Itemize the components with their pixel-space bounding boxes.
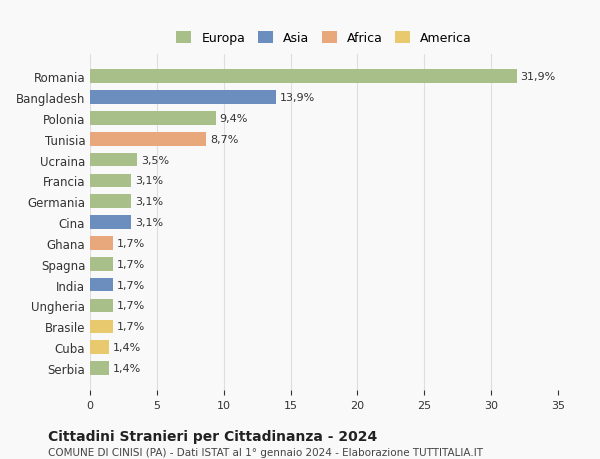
Bar (90, 174, 131, 188)
Text: 3,1%: 3,1% (136, 176, 164, 186)
Text: 1,7%: 1,7% (117, 259, 145, 269)
Text: 3,5%: 3,5% (141, 155, 169, 165)
Text: Cittadini Stranieri per Cittadinanza - 2024: Cittadini Stranieri per Cittadinanza - 2… (48, 429, 377, 443)
Bar (90, 133, 206, 146)
Text: 3,1%: 3,1% (136, 197, 164, 207)
Bar (90, 91, 276, 105)
Legend: Europa, Asia, Africa, America: Europa, Asia, Africa, America (173, 28, 475, 49)
Bar (90, 341, 109, 354)
Bar (90, 112, 215, 125)
Bar (90, 257, 113, 271)
Text: COMUNE DI CINISI (PA) - Dati ISTAT al 1° gennaio 2024 - Elaborazione TUTTITALIA.: COMUNE DI CINISI (PA) - Dati ISTAT al 1°… (48, 448, 483, 458)
Text: 1,7%: 1,7% (117, 322, 145, 331)
Text: 1,7%: 1,7% (117, 238, 145, 248)
Bar (90, 237, 113, 250)
Bar (90, 70, 517, 84)
Text: 31,9%: 31,9% (521, 72, 556, 82)
Text: 9,4%: 9,4% (220, 114, 248, 123)
Text: 8,7%: 8,7% (211, 134, 239, 145)
Text: 1,7%: 1,7% (117, 280, 145, 290)
Bar (90, 216, 131, 230)
Text: 3,1%: 3,1% (136, 218, 164, 228)
Text: 1,4%: 1,4% (113, 363, 141, 373)
Bar (90, 361, 109, 375)
Bar (90, 320, 113, 333)
Text: 1,4%: 1,4% (113, 342, 141, 353)
Bar (90, 195, 131, 208)
Bar (90, 278, 113, 292)
Text: 1,7%: 1,7% (117, 301, 145, 311)
Bar (90, 153, 137, 167)
Bar (90, 299, 113, 313)
Text: 13,9%: 13,9% (280, 93, 315, 103)
